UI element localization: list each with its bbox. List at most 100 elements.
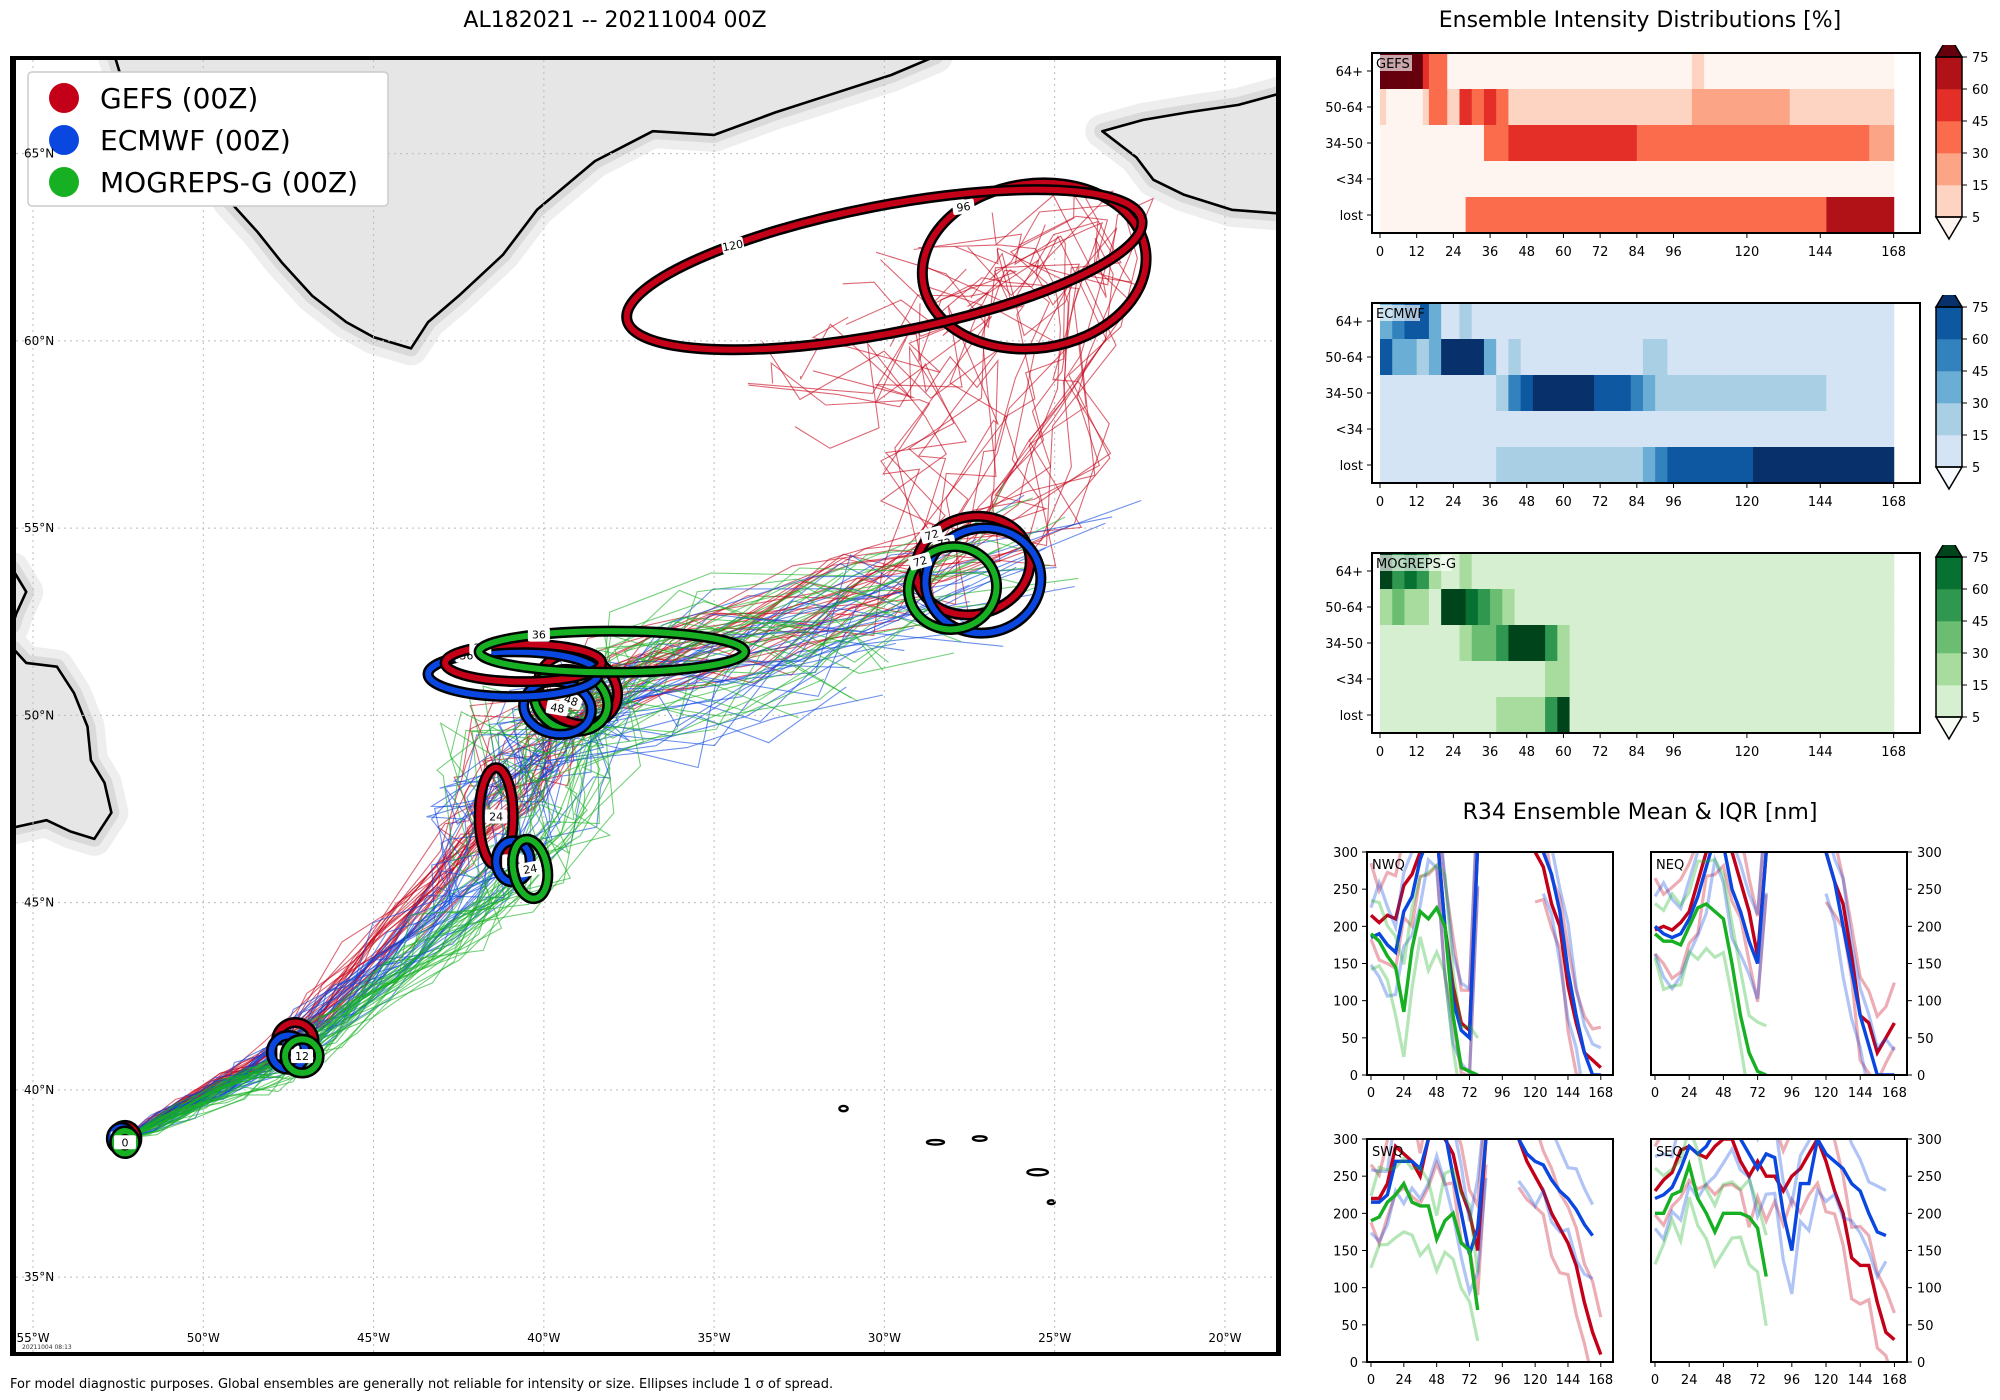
heatmap-cell [1435, 53, 1442, 90]
heatmap-cell [1532, 411, 1540, 448]
heatmap-cell [1471, 411, 1479, 448]
heatmap-cell [1496, 375, 1503, 412]
heatmap-cell [1820, 125, 1827, 162]
heatmap-cell [1581, 697, 1589, 734]
heatmap-cell [1716, 697, 1724, 734]
heatmap-cell [1716, 339, 1724, 376]
heatmap-cell [1435, 447, 1442, 484]
heatmap-cell [1814, 197, 1821, 234]
heatmap-cell [1502, 553, 1510, 590]
heatmap-cell [1710, 303, 1717, 340]
heatmap-cell [1471, 303, 1479, 340]
heatmap-cell [1606, 411, 1613, 448]
heatmap-cell [1856, 161, 1864, 198]
heatmap-cell [1777, 447, 1785, 484]
heatmap-cell [1545, 197, 1552, 234]
heatmap-cell [1753, 161, 1760, 198]
r34-axes [1651, 852, 1907, 1075]
heatmap-cell [1655, 375, 1662, 412]
heatmap-cell [1838, 125, 1846, 162]
heatmap-cell [1606, 161, 1613, 198]
heatmap-cell [1801, 339, 1809, 376]
heatmap-cell [1728, 161, 1736, 198]
heatmap-cell [1826, 589, 1834, 626]
heatmap-cell [1691, 553, 1699, 590]
heatmap-cell [1581, 411, 1589, 448]
heatmap-cell [1447, 589, 1454, 626]
heatmap-cell [1826, 447, 1834, 484]
x-tick-label: 168 [1881, 245, 1906, 260]
x-tick-label: 72 [1461, 1373, 1478, 1388]
heatmap-cell [1557, 89, 1565, 126]
heatmap-cell [1642, 625, 1650, 662]
heatmap-cell [1765, 447, 1772, 484]
heatmap-cell [1612, 125, 1620, 162]
heatmap-cell [1783, 589, 1791, 626]
heatmap-cell [1844, 411, 1852, 448]
heatmap-cell [1581, 447, 1589, 484]
heatmap-cell [1496, 339, 1503, 376]
heatmap-cell [1863, 697, 1870, 734]
heatmap-cell [1820, 53, 1827, 90]
x-tick-label: 96 [1784, 1373, 1801, 1388]
heatmap-cell [1624, 161, 1632, 198]
heatmap-cell [1630, 411, 1638, 448]
heatmap-cell [1404, 661, 1412, 698]
y-tick-label: 50 [1341, 1319, 1358, 1334]
heatmap-cell [1477, 339, 1485, 376]
heatmap-cell [1563, 661, 1571, 698]
ecmwf-r34-mean [1371, 1139, 1488, 1255]
heatmap-cell [1838, 411, 1846, 448]
heatmap-cell [1392, 447, 1399, 484]
heatmap-cell [1826, 303, 1834, 340]
heatmap-cell [1508, 589, 1516, 626]
heatmap-cell [1887, 447, 1895, 484]
heatmap-cell [1746, 89, 1754, 126]
heatmap-cell [1832, 589, 1840, 626]
y-tick-label: 50-64 [1325, 601, 1363, 616]
x-tick-label: 12 [1408, 495, 1425, 510]
heatmap-cell [1655, 339, 1662, 376]
heatmap-cell [1649, 125, 1656, 162]
heatmap-cell [1594, 89, 1601, 126]
heatmap-cell [1697, 411, 1705, 448]
heatmap-cell [1887, 589, 1895, 626]
heatmap-cell [1594, 125, 1601, 162]
mogreps-g-iqr-high [1369, 1155, 1480, 1273]
heatmap-cell [1716, 553, 1724, 590]
heatmap-cell [1887, 375, 1895, 412]
heatmap-cell [1465, 625, 1473, 662]
heatmap-cell [1875, 53, 1883, 90]
heatmap-cell [1404, 625, 1412, 662]
heatmap-cell [1514, 161, 1522, 198]
spread-ellipses: 00012121224242448484836363672727296120 [105, 177, 1152, 1160]
heatmap-cell [1441, 339, 1448, 376]
island-1 [925, 1138, 946, 1146]
heatmap-cell [1508, 625, 1516, 662]
heatmap-cell [1673, 89, 1681, 126]
heatmap-cell [1759, 161, 1766, 198]
heatmap-cell [1465, 89, 1473, 126]
heatmap-cell [1710, 589, 1717, 626]
heatmap-cell [1545, 625, 1552, 662]
heatmap-cell [1538, 661, 1546, 698]
heatmap-cell [1685, 447, 1693, 484]
heatmap-cell [1594, 697, 1601, 734]
heatmap-cell [1569, 697, 1577, 734]
heatmap-cell [1386, 411, 1393, 448]
heatmap-cell [1563, 303, 1571, 340]
heatmap-cell [1679, 89, 1687, 126]
y-tick-label: <34 [1336, 173, 1363, 188]
heatmap-cell [1649, 303, 1656, 340]
heatmap-cell [1789, 125, 1797, 162]
heatmap-cell [1508, 339, 1516, 376]
heatmap-cell [1777, 375, 1785, 412]
heatmap-cell [1496, 553, 1503, 590]
heatmap-cell [1459, 161, 1467, 198]
heatmap-cell [1655, 89, 1662, 126]
heatmap-cell [1441, 303, 1448, 340]
heatmap-cell [1563, 375, 1571, 412]
heatmap-cell [1471, 89, 1479, 126]
heatmap-cell [1563, 53, 1571, 90]
